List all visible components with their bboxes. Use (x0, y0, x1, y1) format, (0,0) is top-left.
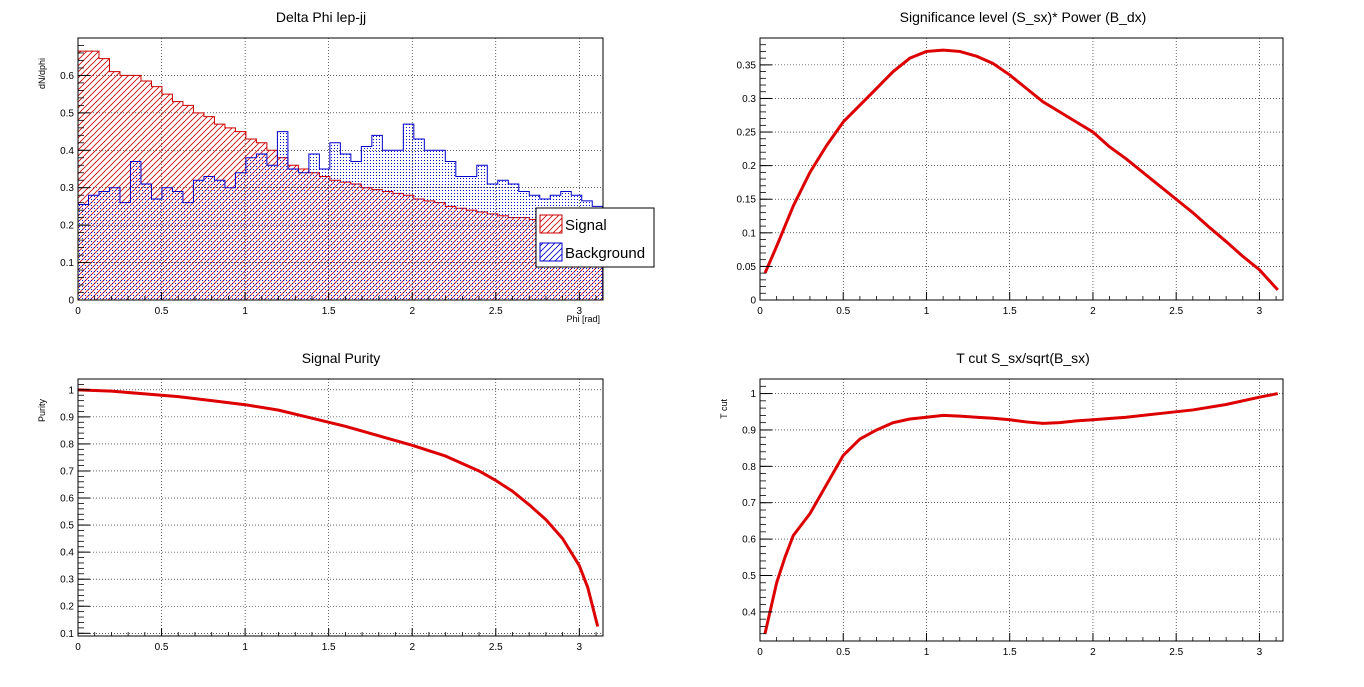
histogram-background (77, 123, 604, 301)
x-tick-label: 1.5 (1003, 306, 1017, 317)
y-tick-label: 0.6 (60, 71, 74, 82)
legend-swatch-signal (539, 214, 563, 234)
purity-panel: Signal Purity 0 0.5 1 1.5 2 2.5 3 0.1 0.2 0.3 0.4 0… (0, 341, 682, 682)
x-tick-label: 3 (577, 306, 583, 317)
y-tick-label: 0.3 (60, 183, 74, 194)
y-tick-label: 0.2 (60, 221, 74, 232)
y-tick-label: 0.35 (737, 60, 757, 71)
y-tick-label: 0.3 (60, 575, 74, 586)
x-tick-label: 3 (1257, 647, 1263, 658)
x-tick-label: 2 (1090, 306, 1096, 317)
y-tick-label: 0.5 (60, 521, 74, 532)
x-tick-label: 2.5 (489, 642, 503, 653)
x-tick-label: 2.5 (1169, 647, 1183, 658)
y-tick-label: 0.9 (60, 412, 74, 423)
purity-chart: Signal Purity 0 0.5 1 1.5 2 2.5 3 0.1 0.2 0.3 0.4 0… (37, 350, 604, 653)
delta-phi-panel: Delta Phi lep-jj 0 0.5 1 1.5 2 2.5 3 0 0.1 0.2 0.3… (0, 0, 682, 341)
chart-title: Delta Phi lep-jj (276, 9, 366, 25)
y-tick-label: 0.2 (60, 602, 74, 613)
x-tick-label: 0 (757, 306, 763, 317)
y-tick-label: 0.25 (737, 128, 757, 139)
significance-panel: Significance level (S_sx)* Power (B_dx) … (682, 0, 1364, 341)
y-tick-label: 0 (68, 296, 74, 307)
y-tick-label: 0.8 (60, 439, 74, 450)
x-tick-label: 2 (409, 306, 415, 317)
x-tick-label: 1.5 (322, 306, 336, 317)
x-tick-label: 1.5 (1003, 647, 1017, 658)
x-tick-label: 2 (409, 642, 415, 653)
x-tick-label: 3 (577, 642, 583, 653)
x-tick-label: 1.5 (322, 642, 336, 653)
x-tick-label: 0 (75, 306, 81, 317)
chart-title: T cut S_sx/sqrt(B_sx) (956, 350, 1090, 366)
legend-label-signal: Signal (565, 217, 607, 234)
plot-frame (77, 37, 604, 301)
x-tick-label: 2.5 (1169, 306, 1183, 317)
delta-phi-chart: Delta Phi lep-jj 0 0.5 1 1.5 2 2.5 3 0 0.1 0.2 0.3… (37, 9, 655, 324)
y-tick-label: 1 (68, 385, 74, 396)
significance-chart: Significance level (S_sx)* Power (B_dx) … (737, 9, 1284, 317)
x-tick-label: 1 (242, 306, 248, 317)
x-tick-label: 0.5 (836, 306, 850, 317)
y-tick-label: 0.1 (742, 228, 756, 239)
legend-swatch-background (539, 242, 563, 262)
y-tick-label: 0.9 (742, 425, 756, 436)
x-tick-label: 1 (242, 642, 248, 653)
x-tick-label: 1 (924, 306, 930, 317)
legend: Signal Background (535, 207, 655, 268)
series-line (763, 392, 1279, 635)
y-tick-label: 0.1 (60, 258, 74, 269)
y-axis-label: T cut (719, 399, 729, 419)
x-tick-label: 0 (75, 642, 81, 653)
y-tick-label: 0.1 (60, 629, 74, 640)
y-axis-label: dN/dphi (37, 58, 47, 89)
y-tick-label: 1 (750, 389, 756, 400)
y-tick-label: 0.3 (742, 94, 756, 105)
plot-frame (759, 378, 1284, 642)
tcut-panel: T cut S_sx/sqrt(B_sx) 0 0.5 1 1.5 2 2.5 3 0.4 0.… (682, 341, 1364, 682)
y-tick-label: 0.4 (742, 607, 756, 618)
y-tick-label: 0.8 (742, 462, 756, 473)
y-tick-label: 0.5 (742, 571, 756, 582)
y-axis-label: Purity (37, 399, 47, 423)
y-tick-label: 0 (750, 296, 756, 307)
x-tick-label: 3 (1257, 306, 1263, 317)
y-tick-label: 0.2 (742, 161, 756, 172)
x-axis-label: Phi [rad] (566, 314, 600, 324)
plot-frame (77, 378, 604, 637)
y-tick-label: 0.15 (737, 195, 757, 206)
tcut-chart: T cut S_sx/sqrt(B_sx) 0 0.5 1 1.5 2 2.5 3 0.4 0.… (719, 350, 1284, 658)
y-tick-label: 0.6 (60, 494, 74, 505)
x-tick-label: 0.5 (155, 306, 169, 317)
x-tick-label: 0.5 (155, 642, 169, 653)
series-line (77, 388, 600, 627)
x-tick-label: 2.5 (489, 306, 503, 317)
legend-label-background: Background (565, 245, 645, 262)
x-tick-label: 1 (924, 647, 930, 658)
plot-frame (759, 37, 1284, 301)
chart-title: Significance level (S_sx)* Power (B_dx) (900, 9, 1147, 25)
y-tick-label: 0.05 (737, 262, 757, 273)
x-tick-label: 2 (1090, 647, 1096, 658)
y-tick-label: 0.6 (742, 535, 756, 546)
series-line (763, 48, 1279, 291)
x-tick-label: 0 (757, 647, 763, 658)
chart-title: Signal Purity (302, 350, 381, 366)
x-tick-label: 0.5 (836, 647, 850, 658)
y-tick-label: 0.5 (60, 108, 74, 119)
y-tick-label: 0.4 (60, 146, 74, 157)
y-tick-label: 0.7 (742, 498, 756, 509)
y-tick-label: 0.4 (60, 548, 74, 559)
y-tick-label: 0.7 (60, 466, 74, 477)
